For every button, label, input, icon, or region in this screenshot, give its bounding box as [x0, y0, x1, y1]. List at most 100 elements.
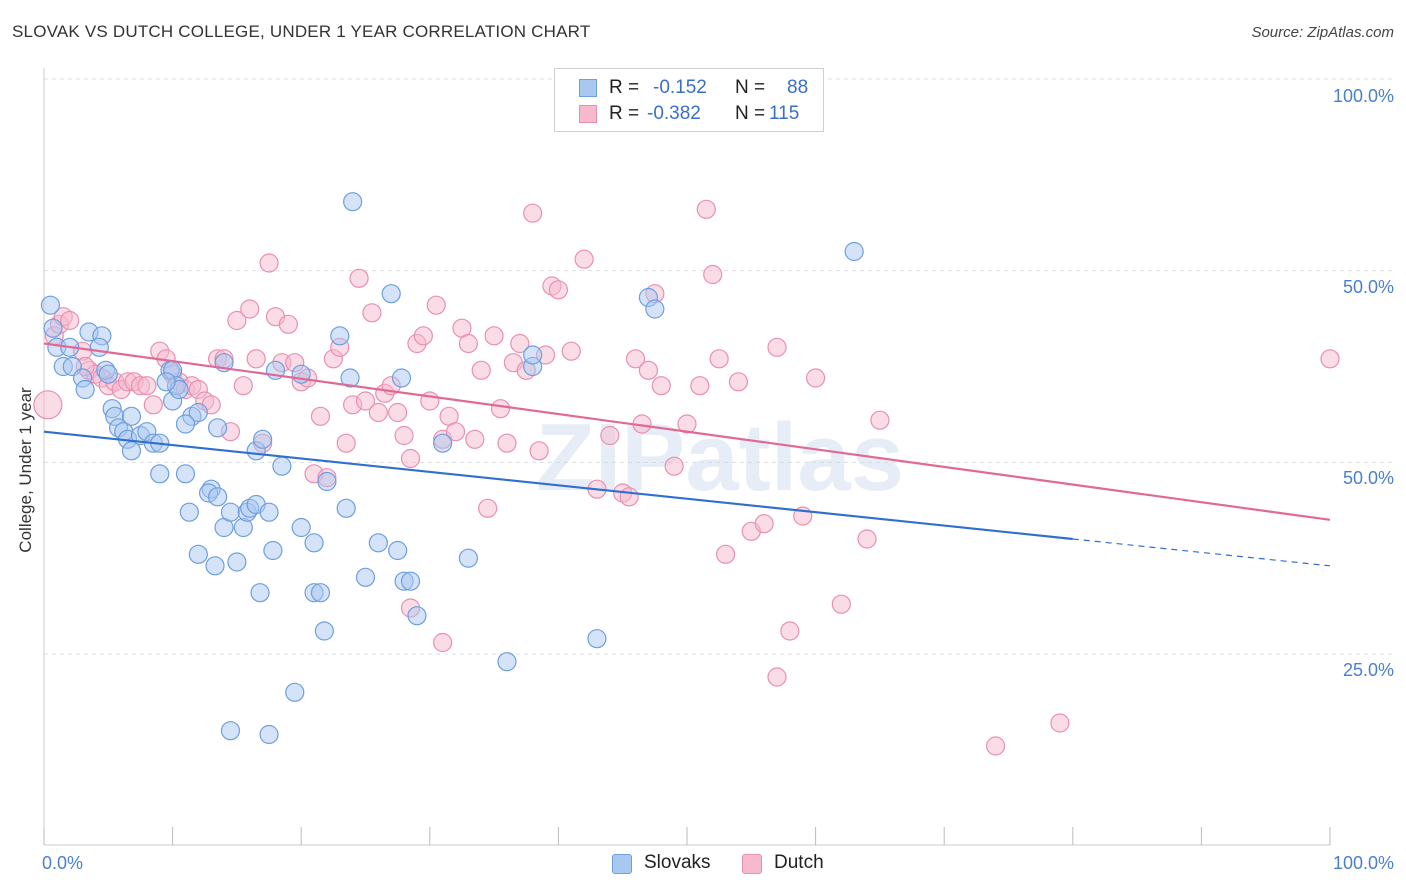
- slovaks-point: [336, 498, 356, 518]
- dutch-point: [754, 514, 774, 534]
- dutch-point: [664, 456, 684, 476]
- dutch-legend-swatch: [742, 854, 762, 874]
- slovaks-point: [188, 402, 208, 423]
- y-tick-100: 100.0%: [1332, 86, 1394, 106]
- dutch-point: [60, 310, 80, 331]
- dutch-point: [240, 299, 260, 319]
- dutch-point: [445, 422, 466, 442]
- y-axis-label: College, Under 1 year: [16, 387, 35, 553]
- slovaks-point: [175, 414, 196, 434]
- slovaks-point: [259, 502, 279, 522]
- dutch-point: [857, 529, 877, 549]
- dutch-point: [780, 621, 800, 641]
- dutch-point: [355, 391, 376, 411]
- legend-n-value: 115: [769, 103, 800, 124]
- slovaks-point: [400, 571, 421, 591]
- legend-n-value: 88: [787, 77, 809, 98]
- dutch-point: [1050, 713, 1070, 733]
- x-tick-0: 0.0%: [42, 853, 84, 873]
- dutch-point: [433, 632, 453, 653]
- legend-r-label: R =: [609, 77, 640, 98]
- dutch-point: [143, 395, 163, 415]
- slovaks-point: [150, 464, 170, 484]
- dutch-point: [278, 314, 298, 334]
- slovaks-point: [310, 583, 331, 603]
- dutch-point: [831, 594, 851, 614]
- dutch-point: [471, 360, 491, 380]
- dutch-point: [677, 414, 697, 434]
- slovaks-point: [330, 326, 350, 346]
- dutch-point: [413, 326, 433, 346]
- slovaks-point: [391, 368, 412, 388]
- dutch-point: [638, 360, 659, 380]
- slovaks-point: [89, 337, 109, 357]
- slovaks-point: [340, 368, 360, 388]
- dutch-point: [362, 303, 382, 323]
- dutch-point: [709, 349, 729, 369]
- slovaks-point: [40, 295, 61, 315]
- source-credit: Source: ZipAtlas.com: [1251, 24, 1394, 41]
- dutch-point: [227, 310, 247, 331]
- stats-legend: R = -0.152 N = 88 R = -0.382 N = 115: [554, 68, 824, 132]
- dutch-point: [137, 376, 157, 396]
- slovaks-point: [121, 406, 142, 426]
- dutch-point: [600, 425, 620, 446]
- chart-title: SLOVAK VS DUTCH COLLEGE, UNDER 1 YEAR CO…: [12, 22, 591, 41]
- slovaks-point: [188, 544, 208, 564]
- dutch-point: [523, 203, 543, 223]
- dutch-point: [1320, 349, 1340, 369]
- dutch-point: [625, 349, 646, 369]
- trend-lines: [43, 342, 1331, 567]
- slovaks-point: [208, 487, 228, 507]
- slovaks-point: [43, 318, 63, 338]
- dutch-point: [870, 410, 890, 430]
- slovaks-point: [75, 379, 95, 400]
- dutch-point: [368, 402, 388, 423]
- legend-r-value: -0.152: [653, 77, 707, 98]
- slovaks-legend-label: Slovaks: [644, 852, 711, 873]
- slovaks-point: [314, 621, 334, 641]
- dutch-point: [484, 326, 504, 346]
- slovaks-point: [205, 556, 225, 576]
- slovaks-point: [407, 606, 427, 626]
- slovaks-swatch: [579, 79, 597, 97]
- y-tick-25: 25.0%: [1342, 660, 1394, 680]
- dutch-point: [233, 376, 253, 396]
- dutch-point: [561, 341, 581, 361]
- dutch-point: [33, 390, 63, 420]
- legend-r-label: R =: [609, 103, 640, 124]
- slovaks-point: [259, 724, 279, 745]
- slovaks-point: [220, 502, 241, 522]
- dutch-point: [490, 399, 511, 419]
- dutch-point: [651, 376, 671, 396]
- slovaks-point: [263, 540, 283, 561]
- dutch-point: [336, 433, 356, 453]
- slovaks-point: [368, 533, 388, 553]
- dutch-point: [394, 425, 414, 446]
- slovaks-point: [253, 429, 273, 449]
- slovaks-point: [523, 345, 543, 365]
- dutch-point: [703, 264, 723, 285]
- dutch-point: [246, 349, 266, 369]
- dutch-point: [510, 333, 530, 354]
- dutch-point: [696, 199, 716, 219]
- dutch-trend-line: [43, 342, 1331, 521]
- dutch-point: [767, 337, 787, 357]
- dutch-point: [400, 448, 421, 469]
- slovaks-point: [208, 418, 228, 438]
- slovaks-point: [355, 567, 376, 587]
- slovaks-legend-swatch: [612, 854, 632, 874]
- dutch-point: [259, 253, 279, 273]
- slovaks-point: [381, 284, 401, 304]
- x-tick-100: 100.0%: [1332, 853, 1394, 873]
- slovaks-point: [343, 192, 363, 212]
- dutch-point: [690, 376, 710, 396]
- dutch-point: [574, 249, 594, 269]
- axes: [43, 68, 1331, 846]
- slovaks-point: [388, 540, 408, 561]
- slovaks-point: [156, 372, 176, 392]
- dutch-point: [767, 667, 787, 687]
- legend-n-label: N =: [735, 77, 766, 98]
- slovaks-point: [497, 652, 517, 672]
- slovaks-point: [227, 552, 247, 572]
